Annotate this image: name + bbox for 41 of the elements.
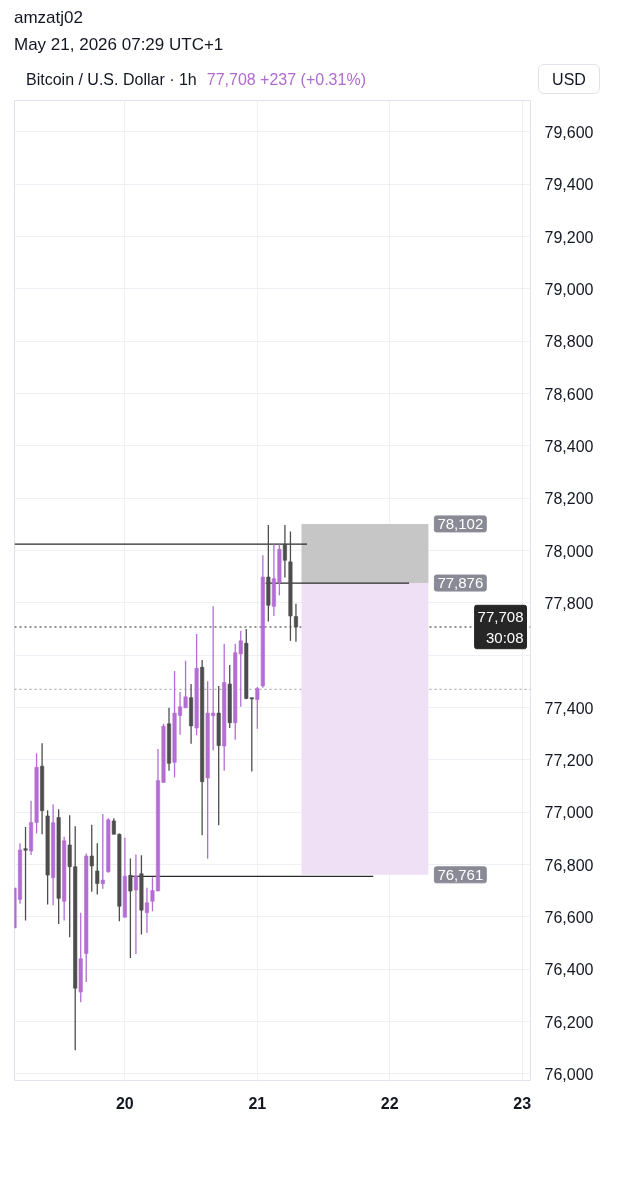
y-tick-label: 79,400	[544, 176, 594, 194]
y-tick-label: 77,400	[544, 699, 594, 717]
candlestick	[95, 842, 100, 896]
ref-line-label: 77,708 30:08	[477, 608, 524, 646]
candlestick	[133, 853, 138, 955]
candlestick	[144, 886, 149, 934]
annotation: 78,102	[437, 514, 484, 532]
y-tick-label: 78,200	[544, 490, 594, 508]
y-tick-label: 76,400	[544, 961, 594, 979]
candlestick	[128, 857, 133, 959]
annotation: 76,761	[437, 865, 484, 883]
candlestick	[293, 603, 298, 643]
x-tick-label: 20	[115, 1094, 134, 1112]
y-tick-label: 76,600	[544, 908, 594, 926]
annotation: 77,876	[437, 574, 484, 592]
candlestick	[282, 524, 287, 579]
x-tick-label: 21	[248, 1094, 267, 1112]
y-tick-label: 77,200	[544, 751, 594, 769]
y-tick-label: 79,600	[544, 123, 594, 141]
y-tick-label: 78,400	[544, 437, 594, 455]
candlestick	[89, 824, 94, 893]
y-tick-label: 79,200	[544, 228, 594, 246]
candlestick	[255, 686, 260, 730]
chart-subtitle: 77,708 +237 (+0.31%)	[206, 71, 366, 88]
y-tick-label: 77,000	[544, 804, 594, 822]
y-tick-label: 76,200	[544, 1013, 594, 1031]
candlestick	[100, 813, 105, 890]
x-tick-label: 22	[380, 1094, 399, 1112]
y-tick-label: 76,000	[544, 1065, 594, 1083]
y-tick-label: 76,800	[544, 856, 594, 874]
y-tick-label: 78,800	[544, 333, 594, 351]
y-axis-title: USD	[538, 64, 600, 94]
chart-title: Bitcoin / U.S. Dollar · 1h	[26, 71, 197, 88]
y-tick-label: 79,000	[544, 280, 594, 298]
y-tick-label: 78,000	[544, 542, 594, 560]
candlestick	[23, 826, 28, 922]
text: May 21, 2026 07:29 UTC+1	[14, 35, 224, 54]
text: amzatj02	[14, 8, 83, 27]
x-tick-label: 23	[513, 1094, 532, 1112]
y-tick-label: 77,800	[544, 594, 594, 612]
y-tick-label: 78,600	[544, 385, 594, 403]
